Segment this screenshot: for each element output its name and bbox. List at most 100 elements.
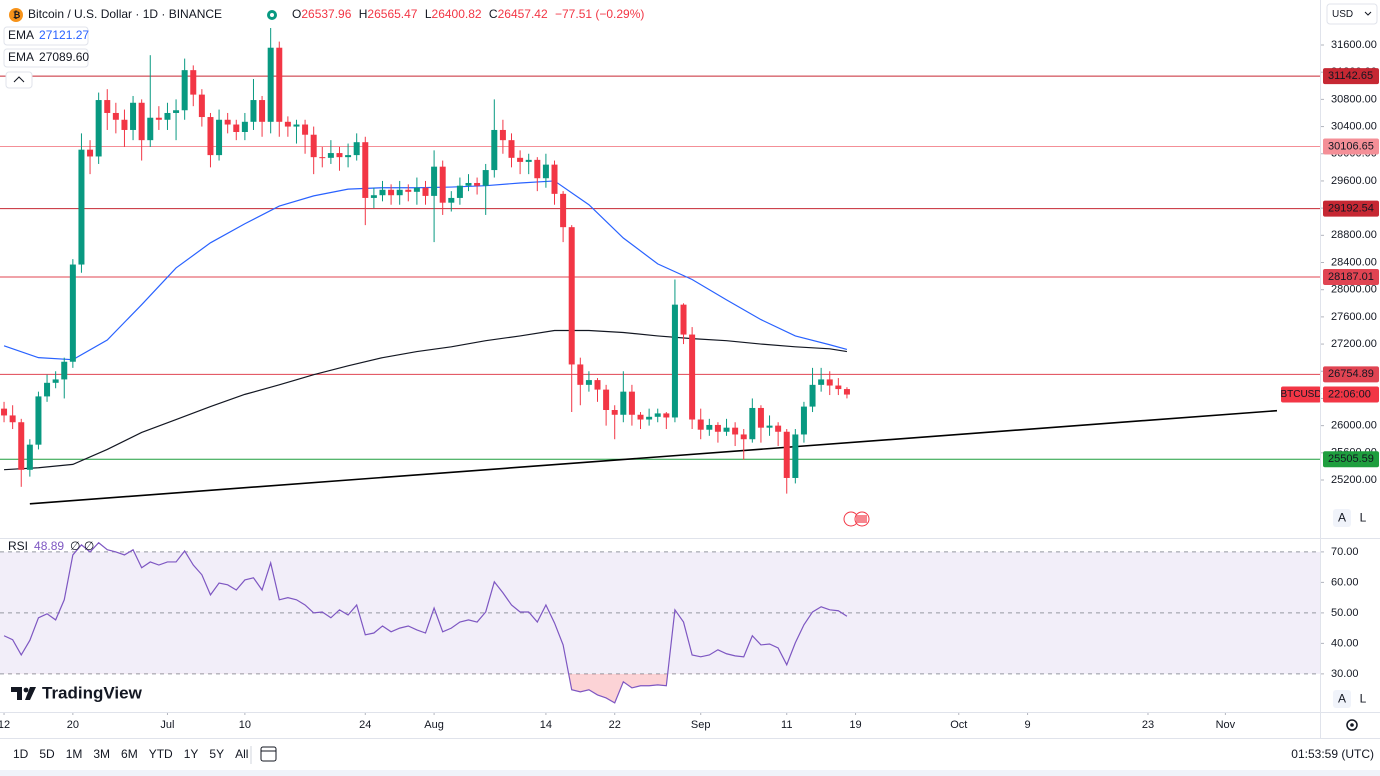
candle-body bbox=[87, 149, 94, 157]
level-label: 26754.89 bbox=[1328, 368, 1374, 380]
ema-line bbox=[4, 329, 848, 471]
level-label: 28187.01 bbox=[1328, 271, 1374, 283]
auto-scale-label: A bbox=[1338, 692, 1346, 706]
candle-body bbox=[585, 380, 592, 385]
rsi-tick-label: 70.00 bbox=[1331, 546, 1359, 558]
price-tick-label: 27600.00 bbox=[1331, 311, 1377, 323]
candle-body bbox=[499, 129, 506, 141]
timeframe-button[interactable]: 1Y bbox=[184, 747, 199, 761]
candle-body bbox=[276, 47, 283, 122]
last-price-label-bg bbox=[1323, 386, 1379, 403]
rsi-tick-label: 40.00 bbox=[1331, 637, 1359, 649]
candle-body bbox=[267, 47, 274, 122]
candle-body bbox=[345, 155, 352, 158]
logo-text: TradingView bbox=[42, 683, 143, 702]
level-label: 30106.65 bbox=[1328, 140, 1374, 152]
candle-body bbox=[310, 134, 317, 158]
price-tick-label: 30800.00 bbox=[1331, 93, 1377, 105]
rsi-value: 48.89 bbox=[34, 539, 64, 553]
candle-body bbox=[181, 70, 188, 111]
candle-body bbox=[766, 425, 773, 428]
candle-body bbox=[792, 434, 799, 478]
auto-scale-label: A bbox=[1338, 511, 1346, 525]
candle-body bbox=[379, 189, 386, 196]
log-scale-label[interactable]: L bbox=[1360, 692, 1367, 706]
candle-body bbox=[568, 227, 575, 365]
toolbar: 1D 5D 1M 3M 6M YTD 1Y 5Y All 01:53:59 (UTC) bbox=[13, 747, 1374, 761]
candle-body bbox=[44, 382, 51, 397]
price-tick-label: 31600.00 bbox=[1331, 39, 1377, 51]
collapse-icon bbox=[13, 76, 25, 83]
log-scale-label[interactable]: L bbox=[1360, 511, 1367, 525]
candle-body bbox=[422, 187, 429, 196]
ohlc-prefix: C bbox=[489, 7, 498, 21]
timeframe-button[interactable]: All bbox=[235, 747, 248, 761]
auto-scale-button[interactable] bbox=[1333, 690, 1351, 708]
candle-body bbox=[714, 424, 721, 432]
candle-body bbox=[61, 361, 68, 380]
candle-body bbox=[603, 389, 610, 411]
level-label-bg bbox=[1323, 68, 1379, 85]
candle-body bbox=[843, 389, 850, 395]
timeframe-button[interactable]: 5Y bbox=[209, 747, 224, 761]
collapse-button[interactable] bbox=[5, 71, 33, 89]
time-tick-label: Oct bbox=[950, 719, 967, 731]
candle-body bbox=[594, 380, 601, 390]
candle-body bbox=[663, 413, 670, 418]
candle-body bbox=[336, 153, 343, 158]
date-range-icon[interactable] bbox=[260, 746, 277, 762]
legend-box bbox=[3, 26, 89, 46]
candle-body bbox=[216, 119, 223, 156]
symbol-label-bg bbox=[1281, 386, 1321, 403]
candle-body bbox=[224, 119, 231, 125]
ema-value: 27121.27 bbox=[39, 28, 89, 42]
ohlc-prefix: O bbox=[292, 7, 301, 21]
settings-icon[interactable] bbox=[1346, 719, 1358, 731]
candle-body bbox=[757, 407, 764, 428]
candle-body bbox=[396, 189, 403, 196]
level-label-bg bbox=[1323, 138, 1379, 155]
ema-legend: EMA 27121.27 bbox=[8, 28, 89, 42]
price-tick-label: 28000.00 bbox=[1331, 284, 1377, 296]
time-tick-label: 19 bbox=[849, 719, 861, 731]
currency-select[interactable] bbox=[1326, 3, 1378, 25]
candle-body bbox=[525, 159, 532, 162]
candle-body bbox=[327, 153, 334, 158]
level-label-bg bbox=[1323, 366, 1379, 383]
trendline bbox=[29, 409, 1278, 505]
candle-body bbox=[809, 384, 816, 407]
candle-body bbox=[405, 189, 412, 192]
timeframe-button[interactable]: YTD bbox=[149, 747, 173, 761]
level-label-bg bbox=[1323, 200, 1379, 217]
candle-body bbox=[775, 425, 782, 432]
time-tick-label: Aug bbox=[424, 719, 444, 731]
candle-body bbox=[353, 142, 360, 156]
time-tick-label: 24 bbox=[359, 719, 371, 731]
logo-mark bbox=[25, 687, 36, 700]
candle-body bbox=[637, 414, 644, 420]
timeframe-button[interactable]: 6M bbox=[121, 747, 138, 761]
timeframe-button[interactable]: 1D bbox=[13, 747, 29, 761]
timeframe-button[interactable]: 1M bbox=[66, 747, 83, 761]
time-tick-label: 11 bbox=[781, 719, 792, 731]
candle-body bbox=[732, 427, 739, 435]
candle-body bbox=[482, 170, 489, 186]
change: −77.51 (−0.29%) bbox=[555, 7, 644, 21]
bitcoin-icon bbox=[9, 8, 23, 22]
candle-body bbox=[551, 164, 558, 194]
timeframe-button[interactable]: 3M bbox=[93, 747, 110, 761]
candle-body bbox=[130, 102, 137, 130]
timeframe-button[interactable]: 5D bbox=[39, 747, 55, 761]
candle-body bbox=[173, 110, 180, 113]
candle-body bbox=[697, 419, 704, 430]
candle-body bbox=[508, 140, 515, 158]
candle-body bbox=[723, 427, 730, 432]
auto-scale-button[interactable] bbox=[1333, 509, 1351, 527]
candle-body bbox=[749, 407, 756, 440]
candle-body bbox=[78, 149, 85, 265]
chevron bbox=[1364, 11, 1372, 16]
oversold-fill bbox=[568, 673, 668, 703]
candle-body bbox=[413, 187, 420, 192]
candle-body bbox=[491, 129, 498, 171]
